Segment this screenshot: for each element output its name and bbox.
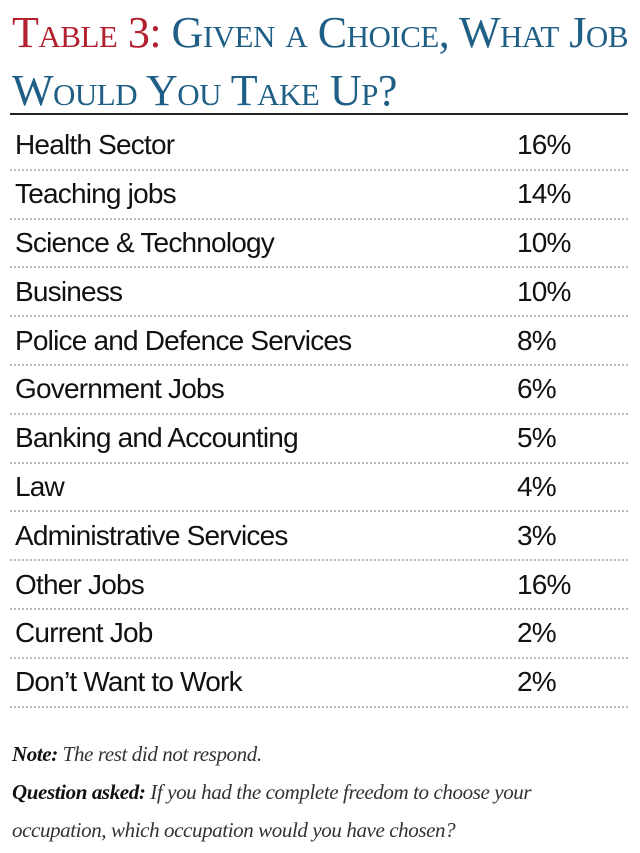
row-value: 8% xyxy=(517,324,557,356)
table-row: Current Job 2% xyxy=(10,610,628,659)
row-value: 2% xyxy=(517,666,557,698)
row-label: Science & Technology xyxy=(15,226,275,258)
header-rule xyxy=(10,113,628,115)
row-value: 16% xyxy=(517,129,571,161)
row-label: Government Jobs xyxy=(15,373,225,405)
row-label: Administrative Services xyxy=(15,519,288,551)
row-value: 2% xyxy=(517,617,557,649)
row-label: Don’t Want to Work xyxy=(15,666,243,698)
question: Question asked: If you had the complete … xyxy=(12,773,592,849)
row-value: 6% xyxy=(517,373,557,405)
note-text: The rest did not respond. xyxy=(57,742,262,766)
table-row: Don’t Want to Work 2% xyxy=(10,659,628,708)
table-body: Health Sector 16% Teaching jobs 14% Science … xyxy=(10,122,628,708)
row-label: Other Jobs xyxy=(15,568,145,600)
table-title: Table 3: Given a Choice, What Job Would … xyxy=(12,4,632,120)
table-row: Government Jobs 6% xyxy=(10,366,628,415)
row-value: 16% xyxy=(517,568,571,600)
row-label: Current Job xyxy=(15,617,153,649)
row-label: Law xyxy=(15,470,65,502)
question-text: If you had the complete freedom to choos… xyxy=(12,780,532,842)
row-value: 5% xyxy=(517,422,557,454)
table-row: Administrative Services 3% xyxy=(10,512,628,562)
table-row: Other Jobs 16% xyxy=(10,561,628,610)
note: Note: The rest did not respond. xyxy=(12,735,592,773)
table-row: Health Sector 16% xyxy=(10,122,628,171)
row-label: Teaching jobs xyxy=(15,178,177,210)
table-heading: Given a Choice, What Job Would You Take … xyxy=(12,8,629,115)
table-row: Law 4% xyxy=(10,464,628,513)
row-value: 10% xyxy=(517,275,571,307)
note-label: Note: xyxy=(12,742,58,766)
row-value: 10% xyxy=(517,226,571,258)
question-label: Question asked: xyxy=(12,780,146,804)
row-label: Banking and Accounting xyxy=(15,422,299,454)
row-value: 14% xyxy=(517,178,571,210)
row-value: 3% xyxy=(517,519,557,551)
table-row: Banking and Accounting 5% xyxy=(10,415,628,464)
row-value: 4% xyxy=(517,470,557,502)
row-label: Health Sector xyxy=(15,129,175,161)
table-row: Teaching jobs 14% xyxy=(10,171,628,220)
row-label: Police and Defence Services xyxy=(15,324,352,356)
notes: Note: The rest did not respond. Question… xyxy=(12,735,592,849)
table-number: Table 3: xyxy=(12,8,162,57)
row-label: Business xyxy=(15,275,123,307)
table-row: Science & Technology 10% xyxy=(10,220,628,269)
table-row: Police and Defence Services 8% xyxy=(10,317,628,366)
table-row: Business 10% xyxy=(10,268,628,318)
